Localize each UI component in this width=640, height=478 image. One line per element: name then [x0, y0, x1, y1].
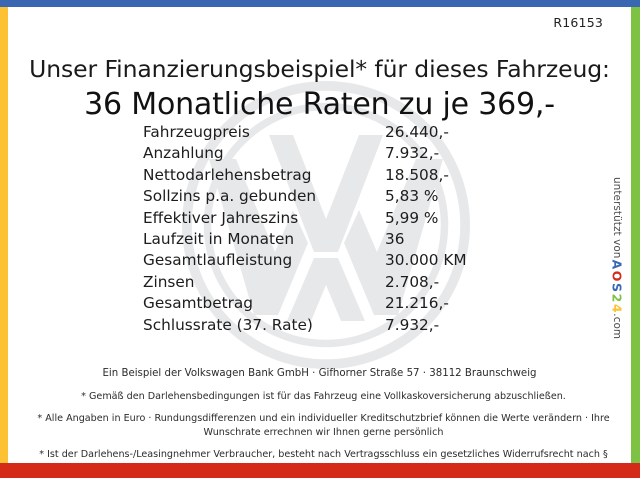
finance-row-value: 5,83 % [385, 187, 439, 206]
finance-row-value: 7.932,- [385, 144, 440, 163]
finance-row-value: 30.000 KM [385, 251, 467, 270]
finance-row: Fahrzeugpreis 26.440,- [143, 123, 467, 144]
finance-row-value: 26.440,- [385, 123, 449, 141]
aos24-logo-letter: A [609, 259, 625, 269]
aos24-logo-letter: 4 [609, 303, 625, 313]
page-title-secondary: 36 Monatliche Raten zu je 369,- [84, 87, 555, 122]
finance-row: Gesamtlaufleistung 30.000 KM [143, 251, 467, 272]
aos24-logo-letter: 2 [609, 293, 625, 302]
finance-row-label: Effektiver Jahreszins [143, 208, 299, 227]
finance-row-label: Gesamtlaufleistung [143, 251, 293, 270]
finance-row-value: 36 [385, 229, 405, 248]
finance-row: Nettodarlehensbetrag 18.508,- [143, 166, 467, 187]
frame-edge-bottom [0, 463, 640, 478]
finance-row-label: Schlussrate (37. Rate) [143, 315, 313, 334]
financing-details-table: Fahrzeugpreis 26.440,- Anzahlung 7.932,- Net… [143, 123, 467, 337]
disclaimer-text: * Ist der Darlehens-/Leasingnehmer Verbr… [39, 449, 608, 463]
card-content: R16153 Unser Finanzierungsbeispiel* für … [8, 7, 631, 463]
finance-row-label: Sollzins p.a. gebunden [143, 187, 317, 206]
finance-row-value: 21.216,- [385, 294, 449, 313]
bank-address-line: Ein Beispiel der Volkswagen Bank GmbH · … [102, 368, 537, 379]
sponsor-label: unterstützt von [611, 177, 624, 259]
finance-row-value: 7.932,- [385, 315, 440, 334]
finance-row-label: Anzahlung [143, 144, 224, 163]
finance-row-value: 2.708,- [385, 272, 440, 291]
disclaimer-text: * Alle Angaben in Euro · Rundungsdiffere… [37, 413, 610, 438]
finance-row: Schlussrate (37. Rate) 7.932,- [143, 316, 467, 337]
aos24-logo-icon: AOS24 [610, 258, 625, 313]
page-title-primary: Unser Finanzierungsbeispiel* für dieses … [29, 55, 610, 83]
frame-edge-left [0, 7, 8, 463]
finance-row-label: Gesamtbetrag [143, 294, 253, 313]
disclaimer-text: * Gemäß den Darlehensbedingungen ist für… [81, 391, 566, 402]
finance-row: Gesamtbetrag 21.216,- [143, 294, 467, 315]
sponsor-tld: .com [611, 313, 624, 340]
finance-row-value: 5,99 % [385, 208, 439, 227]
reference-code: R16153 [553, 15, 603, 30]
finance-row: Zinsen 2.708,- [143, 273, 467, 294]
finance-row: Effektiver Jahreszins 5,99 % [143, 209, 467, 230]
disclaimer-list: * Gemäß den Darlehensbedingungen ist für… [30, 390, 617, 463]
finance-row: Laufzeit in Monaten 36 [143, 230, 467, 251]
frame-edge-top [0, 0, 640, 7]
finance-row-label: Zinsen [143, 272, 195, 291]
finance-row-label: Laufzeit in Monaten [143, 229, 295, 248]
sponsor-credit: unterstützt von AOS24 .com [609, 177, 629, 377]
aos24-logo-letter: O [609, 270, 625, 281]
finance-row: Anzahlung 7.932,- [143, 144, 467, 165]
frame-edge-right [631, 7, 640, 463]
finance-row-value: 18.508,- [385, 165, 449, 184]
finance-row-label: Fahrzeugpreis [143, 123, 250, 141]
aos24-logo-letter: S [609, 283, 625, 292]
finance-row-label: Nettodarlehensbetrag [143, 165, 312, 184]
finance-row: Sollzins p.a. gebunden 5,83 % [143, 187, 467, 208]
